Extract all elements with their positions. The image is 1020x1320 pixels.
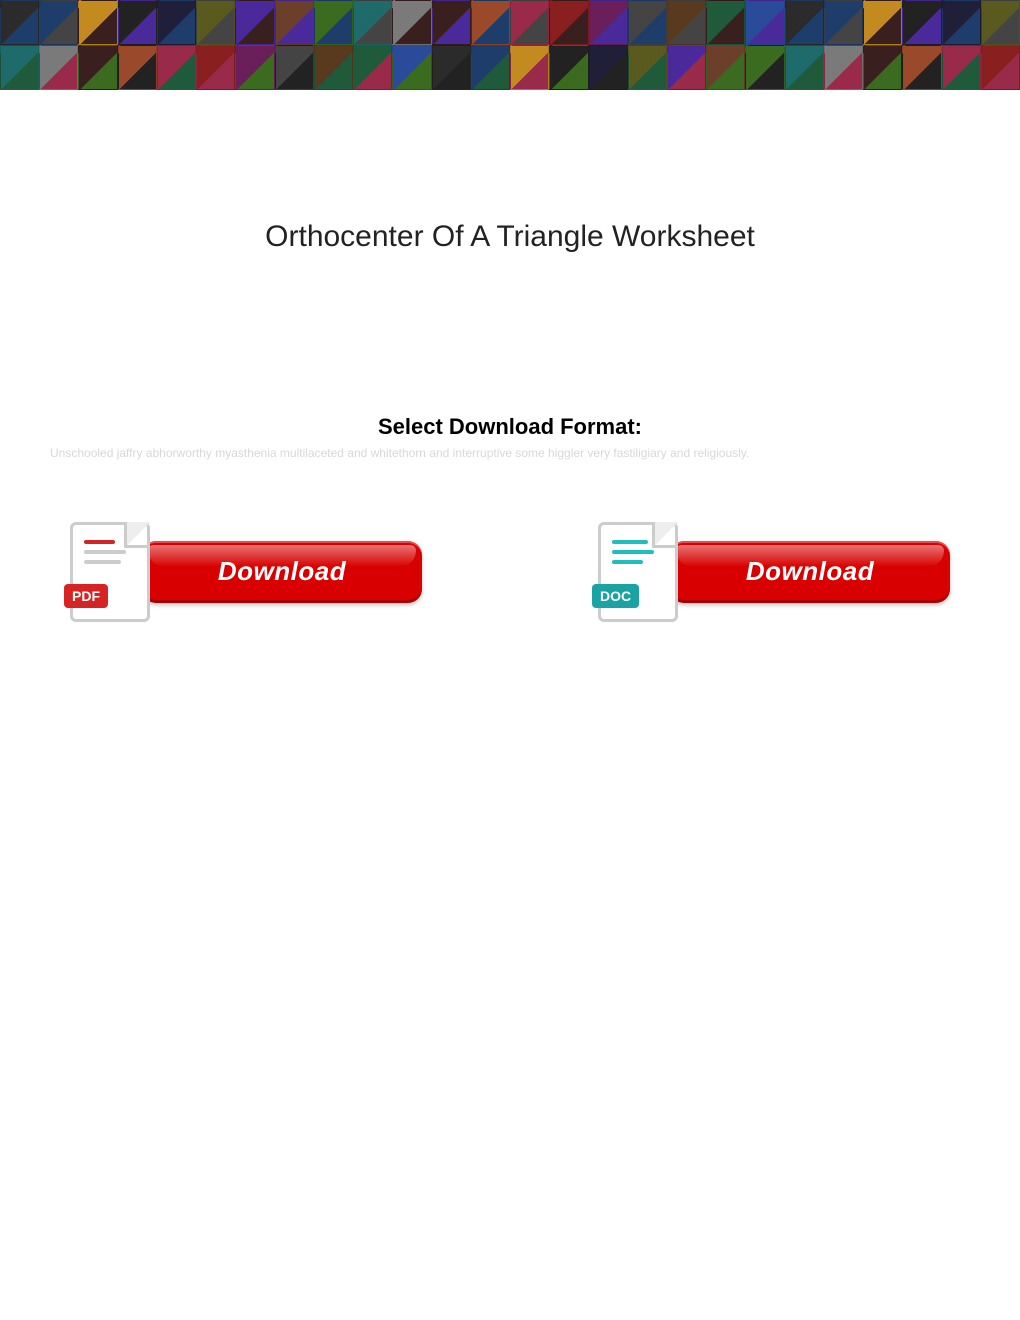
banner-thumb — [275, 0, 314, 45]
download-pdf-button[interactable]: PDF Download — [70, 522, 422, 622]
banner-thumb — [0, 0, 39, 45]
banner-thumb — [981, 0, 1020, 45]
banner-thumb — [0, 45, 39, 90]
banner-thumb — [667, 0, 706, 45]
banner-thumb — [942, 0, 981, 45]
banner-thumb — [39, 0, 78, 45]
banner-thumb — [314, 45, 353, 90]
banner-thumb — [118, 0, 157, 45]
banner-thumb — [706, 45, 745, 90]
banner-thumb — [824, 0, 863, 45]
doc-file-icon: DOC — [598, 522, 678, 622]
banner-thumb — [549, 45, 588, 90]
banner-thumb — [353, 0, 392, 45]
banner-thumb — [589, 0, 628, 45]
banner-thumb — [628, 45, 667, 90]
banner-thumb — [196, 0, 235, 45]
banner-thumb — [353, 45, 392, 90]
banner-thumb — [510, 45, 549, 90]
download-pdf-label: Download — [218, 556, 346, 587]
page-title: Orthocenter Of A Triangle Worksheet — [0, 220, 1020, 254]
banner-thumb — [39, 45, 78, 90]
banner-thumb — [785, 45, 824, 90]
banner-thumb — [785, 0, 824, 45]
banner-thumb — [745, 45, 784, 90]
download-buttons-row: PDF Download DOC Download — [0, 522, 1020, 622]
select-format-label: Select Download Format: — [0, 414, 1020, 440]
banner-thumb — [981, 45, 1020, 90]
banner-thumb — [471, 0, 510, 45]
ghost-text: Unschooled jaffry abhorworthy myasthenia… — [50, 446, 970, 462]
banner-thumb — [863, 45, 902, 90]
pdf-badge: PDF — [64, 584, 108, 608]
download-doc-pill[interactable]: Download — [670, 541, 950, 603]
banner-thumb — [78, 0, 117, 45]
banner-thumb — [196, 45, 235, 90]
banner-thumb — [78, 45, 117, 90]
pdf-file-icon: PDF — [70, 522, 150, 622]
banner-thumb — [745, 0, 784, 45]
banner-thumb — [942, 45, 981, 90]
banner-thumb — [902, 0, 941, 45]
banner-thumb — [471, 45, 510, 90]
banner-thumb — [589, 45, 628, 90]
banner-thumb — [863, 0, 902, 45]
banner-thumb — [314, 0, 353, 45]
banner-thumb — [902, 45, 941, 90]
banner-thumb — [706, 0, 745, 45]
banner-thumb — [235, 0, 274, 45]
download-doc-button[interactable]: DOC Download — [598, 522, 950, 622]
banner-thumb — [157, 0, 196, 45]
banner-thumb — [157, 45, 196, 90]
download-doc-label: Download — [746, 556, 874, 587]
banner-thumb — [432, 0, 471, 45]
doc-badge: DOC — [592, 584, 639, 608]
banner-thumb — [118, 45, 157, 90]
banner-thumb — [824, 45, 863, 90]
download-pdf-pill[interactable]: Download — [142, 541, 422, 603]
banner-thumb — [432, 45, 471, 90]
banner-thumb — [628, 0, 667, 45]
banner-thumb — [549, 0, 588, 45]
banner-collage — [0, 0, 1020, 90]
banner-thumb — [235, 45, 274, 90]
banner-thumb — [667, 45, 706, 90]
banner-thumb — [392, 0, 431, 45]
banner-thumb — [275, 45, 314, 90]
banner-thumb — [510, 0, 549, 45]
banner-thumb — [392, 45, 431, 90]
